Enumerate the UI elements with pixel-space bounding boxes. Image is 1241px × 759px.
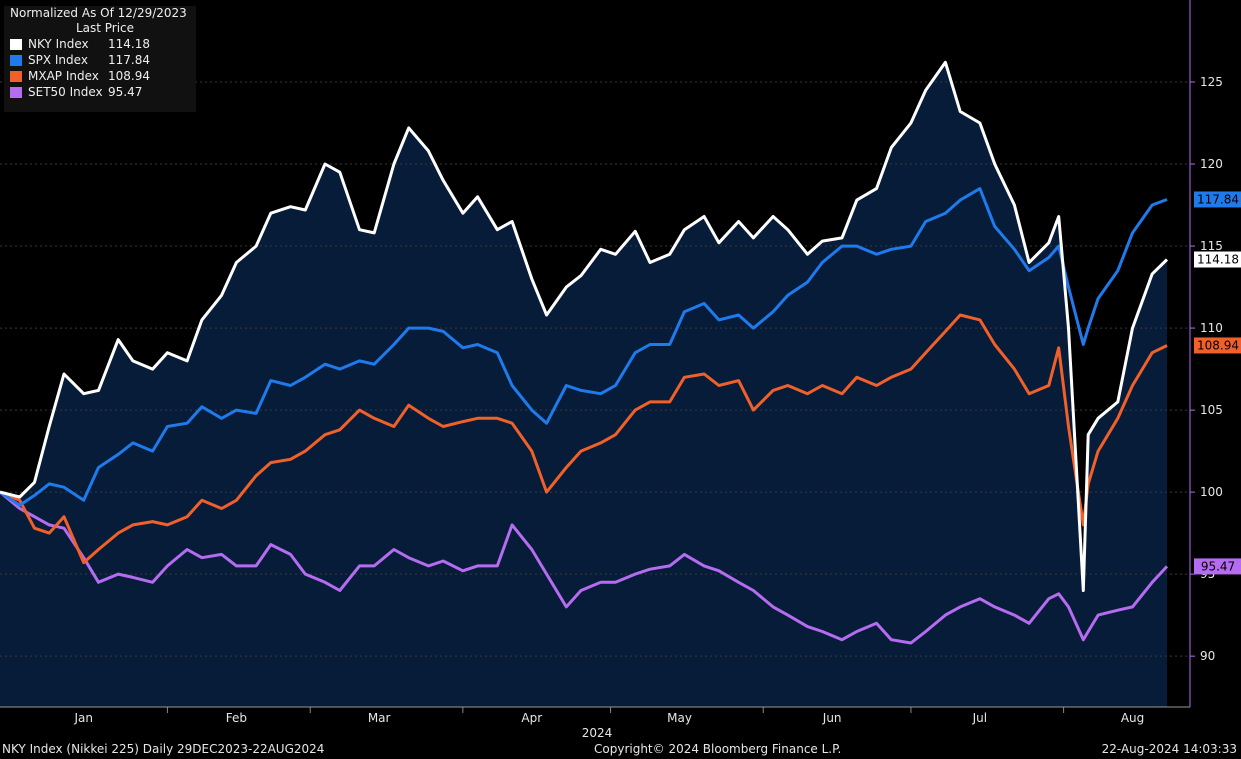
- legend-row-spx: SPX Index 117.84: [4, 52, 196, 68]
- legend-box: Normalized As Of 12/29/2023 Last Price N…: [4, 6, 196, 112]
- legend-row-mxap: MXAP Index 108.94: [4, 68, 196, 84]
- x-tick-label: Apr: [521, 711, 542, 725]
- legend-row-nky: NKY Index 114.18: [4, 36, 196, 52]
- y-tick-label: 105: [1200, 403, 1223, 417]
- footer-center: Copyright© 2024 Bloomberg Finance L.P.: [594, 742, 842, 756]
- x-tick-label: May: [667, 711, 692, 725]
- y-tick-label: 110: [1200, 321, 1223, 335]
- legend-value-nky: 114.18: [108, 37, 150, 51]
- last-value-label-spx: 117.84: [1197, 192, 1239, 206]
- last-value-tag-spx: [1194, 191, 1241, 208]
- legend-row-set50: SET50 Index 95.47: [4, 84, 196, 100]
- legend-value-set50: 95.47: [108, 85, 143, 99]
- legend-value-mxap: 108.94: [108, 69, 150, 83]
- series-line-spx: [0, 187, 1168, 507]
- legend-header: Normalized As Of 12/29/2023: [10, 6, 187, 20]
- legend-swatch-nky: [10, 39, 22, 50]
- x-tick-label: Feb: [226, 711, 247, 725]
- last-value-label-mxap: 108.94: [1197, 338, 1239, 352]
- legend-swatch-mxap: [10, 71, 22, 82]
- legend-name-spx: SPX Index: [28, 53, 88, 67]
- footer-right: 22-Aug-2024 14:03:33: [1101, 742, 1237, 756]
- last-value-label-set50: 95.47: [1201, 559, 1235, 573]
- x-year-label: 2024: [582, 726, 613, 740]
- y-tick-label: 100: [1200, 485, 1223, 499]
- x-tick-label: Mar: [368, 711, 391, 725]
- last-value-label-nky: 114.18: [1197, 253, 1239, 267]
- footer-left: NKY Index (Nikkei 225) Daily 29DEC2023-2…: [2, 742, 325, 756]
- y-tick-label: 120: [1200, 157, 1223, 171]
- series-line-nky: [0, 60, 1169, 592]
- x-tick-label: Aug: [1121, 711, 1144, 725]
- legend-value-spx: 117.84: [108, 53, 150, 67]
- nky-area-fill: [0, 62, 1167, 708]
- last-value-tag-nky: [1194, 251, 1241, 268]
- y-tick-label: 90: [1200, 649, 1215, 663]
- x-tick-label: Jul: [972, 711, 987, 725]
- series-line-set50: [0, 490, 1169, 645]
- legend-swatch-set50: [10, 87, 22, 98]
- series-line-mxap: [0, 313, 1168, 565]
- legend-subheader: Last Price: [75, 21, 135, 35]
- legend-swatch-spx: [10, 55, 22, 66]
- legend-name-set50: SET50 Index: [28, 85, 103, 99]
- last-value-tag-set50: [1194, 558, 1241, 575]
- y-tick-label: 115: [1200, 239, 1223, 253]
- y-tick-label: 125: [1200, 75, 1223, 89]
- last-value-tag-mxap: [1194, 337, 1241, 354]
- x-tick-label: Jun: [822, 711, 842, 725]
- legend-name-nky: NKY Index: [28, 37, 89, 51]
- legend-name-mxap: MXAP Index: [28, 69, 99, 83]
- x-tick-label: Jan: [73, 711, 93, 725]
